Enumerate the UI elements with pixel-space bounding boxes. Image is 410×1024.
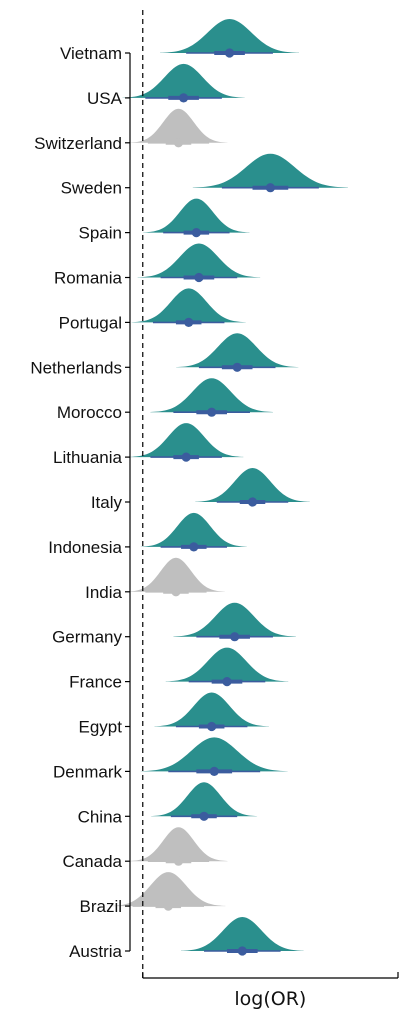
y-tick-label-brazil: Brazil: [79, 897, 122, 916]
median-point-brazil: [163, 901, 173, 911]
x-axis: [142, 972, 399, 979]
y-tick-label-canada: Canada: [62, 852, 122, 871]
density-brazil: [111, 872, 226, 907]
density-indonesia: [140, 512, 247, 547]
y-tick-label-morocco: Morocco: [57, 403, 122, 422]
median-point-usa: [179, 93, 189, 103]
median-point-vietnam: [224, 48, 235, 58]
median-point-italy: [247, 497, 258, 507]
y-tick-label-lithuania: Lithuania: [53, 448, 123, 467]
median-point-india: [171, 587, 181, 597]
median-point-lithuania: [181, 452, 191, 462]
density-canada: [129, 827, 228, 862]
density-spain: [143, 198, 250, 233]
median-point-china: [199, 811, 209, 821]
y-tick-label-portugal: Portugal: [59, 313, 122, 332]
median-point-canada: [173, 856, 184, 866]
interval-layer: [132, 48, 319, 956]
median-point-denmark: [209, 766, 219, 777]
density-egypt: [154, 692, 269, 727]
median-point-netherlands: [232, 362, 242, 372]
median-point-portugal: [184, 317, 194, 327]
median-point-switzerland: [173, 138, 184, 148]
density-switzerland: [129, 108, 228, 143]
density-india: [126, 557, 225, 592]
density-netherlands: [175, 333, 299, 368]
median-point-indonesia: [189, 542, 199, 552]
y-tick-label-india: India: [85, 583, 122, 602]
density-layer: [111, 19, 348, 951]
median-point-egypt: [207, 721, 217, 732]
y-tick-label-vietnam: Vietnam: [60, 44, 122, 63]
y-tick-label-china: China: [78, 807, 123, 826]
median-point-sweden: [265, 183, 275, 193]
x-axis-title: log(OR): [234, 988, 306, 1010]
density-lithuania: [128, 423, 244, 458]
density-morocco: [150, 378, 273, 413]
y-tick-label-netherlands: Netherlands: [30, 358, 122, 377]
density-sweden: [192, 153, 348, 188]
y-tick-label-germany: Germany: [52, 628, 122, 647]
density-germany: [173, 602, 296, 637]
median-point-morocco: [207, 407, 217, 417]
median-point-spain: [191, 228, 201, 238]
median-point-france: [222, 677, 232, 687]
y-axis: Vietnam USA Switzerland Sweden Spain Romania P…: [30, 44, 131, 961]
y-tick-label-egypt: Egypt: [79, 718, 123, 737]
density-portugal: [131, 288, 246, 323]
y-tick-label-usa: USA: [87, 89, 123, 108]
density-france: [165, 647, 289, 682]
density-vietnam: [160, 19, 299, 53]
median-point-austria: [237, 946, 247, 956]
y-tick-label-spain: Spain: [79, 224, 122, 243]
y-tick-label-denmark: Denmark: [53, 762, 122, 781]
density-romania: [137, 243, 261, 278]
density-italy: [195, 468, 310, 502]
y-tick-label-france: France: [69, 673, 122, 692]
density-usa: [122, 63, 245, 98]
density-denmark: [140, 737, 288, 772]
median-point-romania: [194, 272, 204, 283]
density-china: [150, 782, 258, 817]
y-tick-label-romania: Romania: [54, 269, 123, 288]
y-tick-label-italy: Italy: [91, 493, 123, 512]
density-austria: [181, 917, 304, 951]
median-point-germany: [230, 632, 240, 642]
y-tick-label-austria: Austria: [69, 942, 122, 961]
y-tick-label-switzerland: Switzerland: [34, 134, 122, 153]
y-tick-label-indonesia: Indonesia: [48, 538, 122, 557]
y-tick-label-sweden: Sweden: [61, 179, 122, 198]
